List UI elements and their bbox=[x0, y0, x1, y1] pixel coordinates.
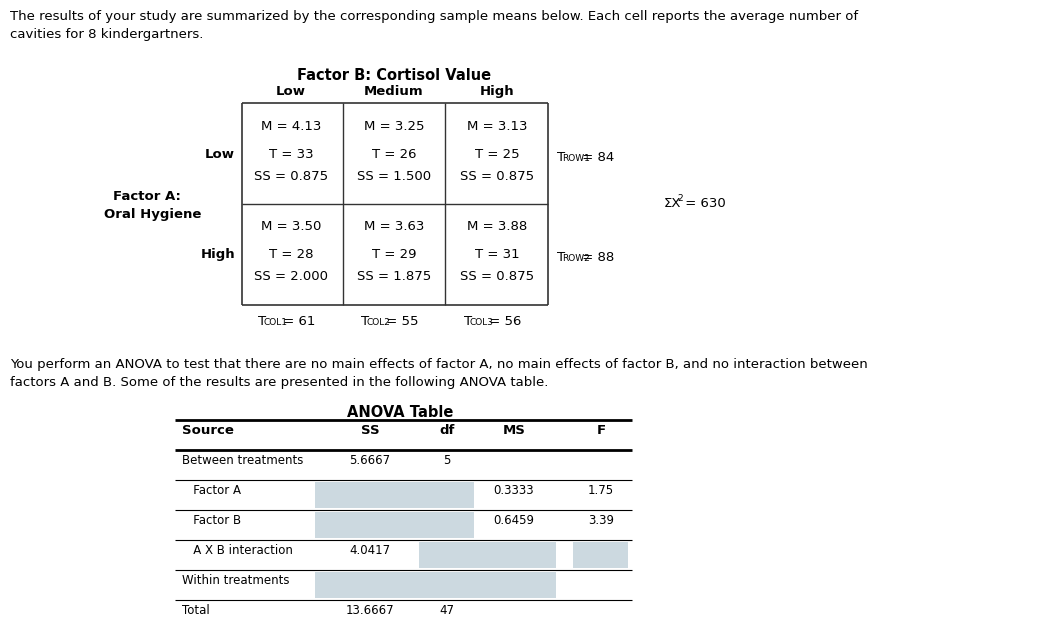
Text: SS = 0.875: SS = 0.875 bbox=[460, 170, 534, 183]
Text: COL1: COL1 bbox=[263, 319, 287, 327]
Text: 4.0417: 4.0417 bbox=[349, 544, 391, 557]
Bar bbox=[419, 542, 474, 568]
Text: 5: 5 bbox=[443, 454, 450, 467]
Text: Factor A:: Factor A: bbox=[113, 190, 181, 203]
Text: 3.39: 3.39 bbox=[588, 514, 614, 527]
Text: MS: MS bbox=[503, 424, 526, 437]
Bar bbox=[472, 542, 556, 568]
Text: SS: SS bbox=[361, 424, 379, 437]
Text: COL3: COL3 bbox=[469, 319, 493, 327]
Text: Low: Low bbox=[276, 85, 306, 98]
Bar bbox=[315, 512, 425, 538]
Text: SS = 1.500: SS = 1.500 bbox=[357, 170, 432, 183]
Text: You perform an ANOVA to test that there are no main effects of factor A, no main: You perform an ANOVA to test that there … bbox=[10, 358, 867, 371]
Text: T: T bbox=[557, 151, 565, 164]
Text: Within treatments: Within treatments bbox=[182, 574, 289, 587]
Text: COL2: COL2 bbox=[366, 319, 390, 327]
Bar bbox=[315, 482, 425, 508]
Text: Factor B: Factor B bbox=[182, 514, 241, 527]
Text: 0.3333: 0.3333 bbox=[493, 484, 534, 497]
Text: cavities for 8 kindergartners.: cavities for 8 kindergartners. bbox=[10, 28, 204, 41]
Text: T: T bbox=[464, 315, 472, 328]
Bar bbox=[419, 572, 474, 598]
Text: ROW1: ROW1 bbox=[562, 155, 590, 163]
Text: M = 3.13: M = 3.13 bbox=[467, 120, 528, 133]
Bar bbox=[419, 512, 474, 538]
Text: 47: 47 bbox=[440, 604, 455, 617]
Text: 2: 2 bbox=[677, 194, 682, 202]
Text: = 630: = 630 bbox=[681, 197, 726, 210]
Bar bbox=[573, 542, 628, 568]
Text: Between treatments: Between treatments bbox=[182, 454, 303, 467]
Text: High: High bbox=[480, 85, 514, 98]
Text: df: df bbox=[439, 424, 455, 437]
Text: = 56: = 56 bbox=[485, 315, 520, 328]
Text: A X B interaction: A X B interaction bbox=[182, 544, 293, 557]
Text: ANOVA Table: ANOVA Table bbox=[347, 405, 454, 420]
Text: T: T bbox=[258, 315, 266, 328]
Text: 5.6667: 5.6667 bbox=[349, 454, 391, 467]
Text: 1.75: 1.75 bbox=[588, 484, 614, 497]
Text: T = 25: T = 25 bbox=[474, 148, 519, 161]
Text: Source: Source bbox=[182, 424, 234, 437]
Text: = 88: = 88 bbox=[578, 251, 613, 264]
Text: SS = 0.875: SS = 0.875 bbox=[460, 270, 534, 283]
Text: Medium: Medium bbox=[365, 85, 424, 98]
Text: Factor A: Factor A bbox=[182, 484, 241, 497]
Bar bbox=[419, 482, 474, 508]
Text: Low: Low bbox=[205, 148, 235, 161]
Text: T = 33: T = 33 bbox=[269, 148, 314, 161]
Text: SS = 2.000: SS = 2.000 bbox=[254, 270, 328, 283]
Text: M = 3.25: M = 3.25 bbox=[364, 120, 424, 133]
Text: T = 28: T = 28 bbox=[269, 248, 314, 261]
Bar bbox=[472, 572, 556, 598]
Text: T = 26: T = 26 bbox=[372, 148, 416, 161]
Text: = 84: = 84 bbox=[578, 151, 613, 164]
Text: M = 4.13: M = 4.13 bbox=[261, 120, 321, 133]
Bar bbox=[315, 572, 425, 598]
Text: 13.6667: 13.6667 bbox=[346, 604, 394, 617]
Text: T: T bbox=[361, 315, 369, 328]
Text: Oral Hygiene: Oral Hygiene bbox=[104, 208, 202, 221]
Text: T: T bbox=[557, 251, 565, 264]
Text: = 61: = 61 bbox=[279, 315, 315, 328]
Text: SS = 0.875: SS = 0.875 bbox=[254, 170, 328, 183]
Text: T = 31: T = 31 bbox=[474, 248, 519, 261]
Text: The results of your study are summarized by the corresponding sample means below: The results of your study are summarized… bbox=[10, 10, 858, 23]
Text: High: High bbox=[201, 248, 235, 261]
Text: Factor B: Cortisol Value: Factor B: Cortisol Value bbox=[297, 68, 491, 83]
Text: T = 29: T = 29 bbox=[372, 248, 416, 261]
Text: ROW2: ROW2 bbox=[562, 255, 590, 263]
Text: M = 3.63: M = 3.63 bbox=[364, 220, 424, 233]
Text: 0.6459: 0.6459 bbox=[493, 514, 534, 527]
Text: ΣX: ΣX bbox=[664, 197, 681, 210]
Text: factors A and B. Some of the results are presented in the following ANOVA table.: factors A and B. Some of the results are… bbox=[10, 376, 549, 389]
Text: M = 3.88: M = 3.88 bbox=[467, 220, 527, 233]
Text: SS = 1.875: SS = 1.875 bbox=[357, 270, 432, 283]
Text: Total: Total bbox=[182, 604, 210, 617]
Text: M = 3.50: M = 3.50 bbox=[261, 220, 321, 233]
Text: F: F bbox=[597, 424, 605, 437]
Text: = 55: = 55 bbox=[381, 315, 418, 328]
